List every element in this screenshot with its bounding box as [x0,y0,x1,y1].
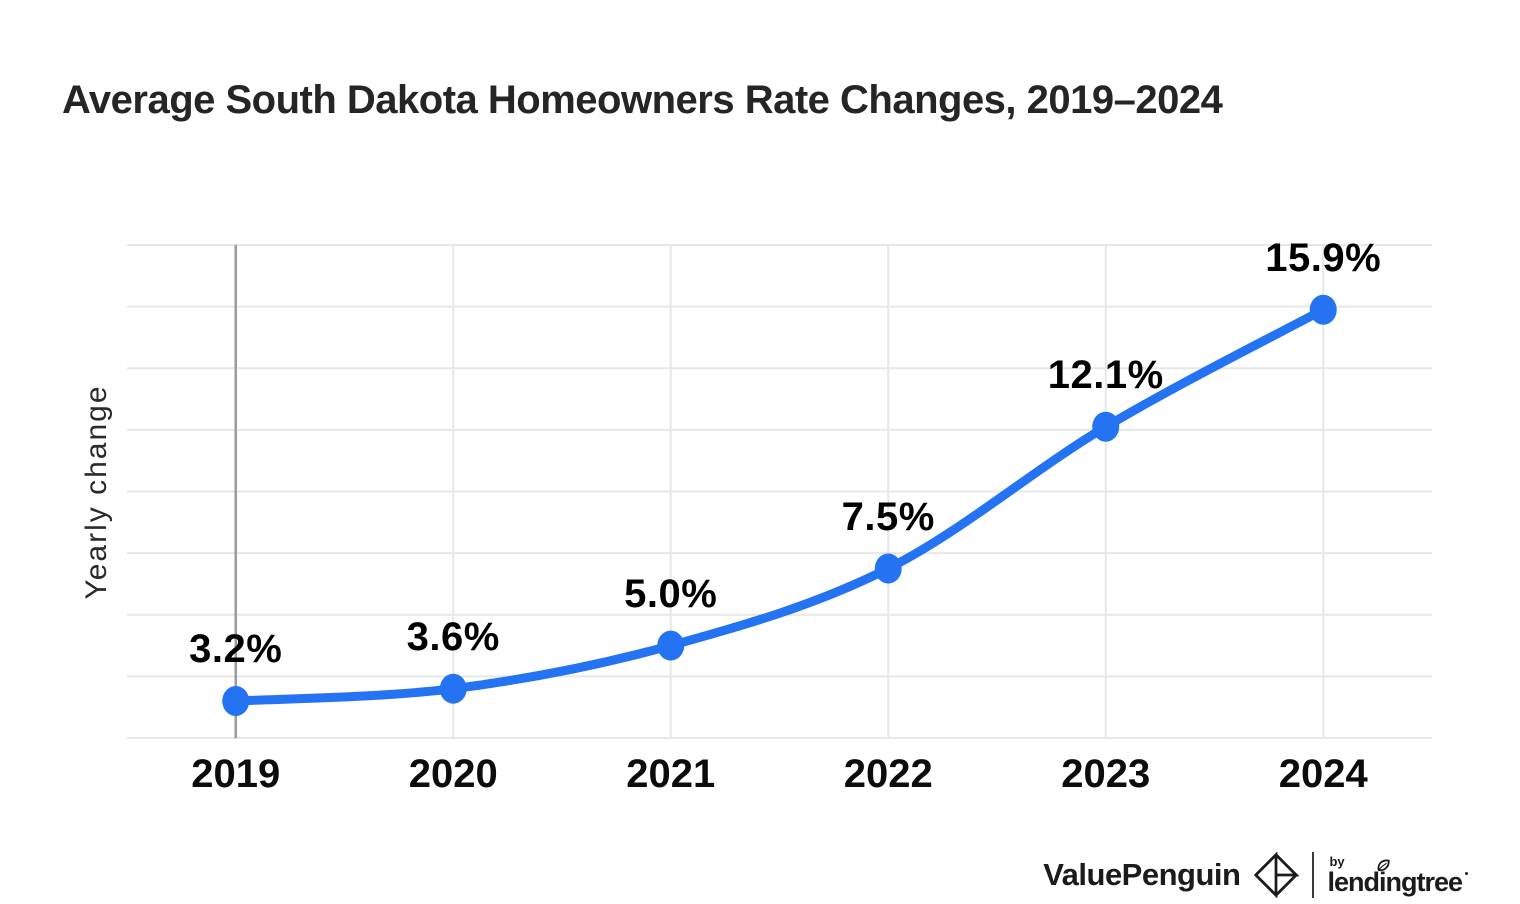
valuepenguin-icon [1254,852,1300,898]
x-axis-label: 2023 [1061,752,1151,796]
x-axis-label: 2020 [408,752,498,796]
point-label: 7.5% [841,494,935,539]
lendingtree-logo: by lendingtree [1327,853,1468,897]
line-chart [127,244,1432,739]
point-label: 15.9% [1265,235,1382,280]
x-axis-label: 2022 [843,752,933,796]
point-label: 3.2% [189,627,283,672]
y-axis-title: Yearly change [80,384,113,600]
lendingtree-wordmark: lendingtree [1327,866,1463,897]
logo-divider [1312,852,1315,898]
point-label: 5.0% [624,571,718,616]
valuepenguin-wordmark: ValuePenguin [1043,857,1241,892]
data-point [657,630,685,661]
chart-title: Average South Dakota Homeowners Rate Cha… [62,78,1223,122]
data-point [222,686,250,717]
x-axis-label: 2024 [1278,752,1368,796]
data-point [874,553,902,584]
data-point [1309,294,1337,325]
trademark-dot [1465,871,1468,875]
x-axis-label: 2019 [191,752,281,796]
series-line [231,305,1328,706]
by-label: by [1329,853,1345,869]
x-axis-label: 2021 [626,752,716,796]
plot-area [127,244,1432,739]
data-point [439,673,467,704]
leaf-icon [1378,859,1391,871]
brand-footer: ValuePenguin by lendingtree [1043,852,1468,898]
data-point [1092,411,1120,442]
point-label: 12.1% [1047,352,1164,397]
point-label: 3.6% [406,614,500,659]
